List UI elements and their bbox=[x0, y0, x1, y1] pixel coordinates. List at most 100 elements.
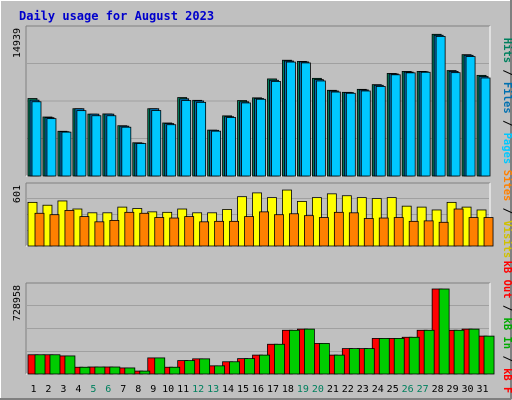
bar-pages-day-26: Pages day 26: 10700 bbox=[405, 72, 416, 177]
legend-separator: / bbox=[501, 63, 512, 82]
x-tick-label: 19 bbox=[297, 384, 309, 395]
bar-sites-day-6: Sites day 6: 270 bbox=[109, 219, 120, 247]
y-max-label: 601 bbox=[12, 185, 23, 203]
x-tick-label: 29 bbox=[447, 384, 459, 395]
bar-kb-in-day-17: kB In day 17: 255000 bbox=[274, 343, 285, 375]
legend-separator: / bbox=[501, 299, 512, 318]
x-tick-label: 3 bbox=[60, 384, 66, 395]
bar-pages-day-16: Pages day 16: 7960 bbox=[256, 98, 266, 177]
bar-pages-day-18: Pages day 18: 11820 bbox=[286, 61, 296, 177]
x-tick-label: 24 bbox=[372, 384, 384, 395]
bar-kb-in-day-5: kB In day 5: 60000 bbox=[94, 366, 106, 375]
bar-kb-in-day-26: kB In day 26: 315000 bbox=[408, 336, 420, 375]
bar-sites-day-1: Sites day 1: 345 bbox=[34, 212, 45, 247]
bar-kb-in-day-9: kB In day 9: 138000 bbox=[154, 357, 166, 375]
x-tick-label: 31 bbox=[476, 384, 488, 395]
x-tick-label: 12 bbox=[192, 384, 204, 395]
bar-pages-day-22: Pages day 22: 8580 bbox=[345, 92, 356, 177]
legend-kbf-kbin-kbout: kB Out / kB In / kB F bbox=[501, 261, 512, 394]
bar-kb-in-day-28: kB In day 28: 728958 bbox=[438, 288, 450, 375]
x-axis-labels: 1 2 3 4 5 6 7 8 9 10 11 12 13 14 15 16 17 18 19 20 21 22 23 24 2… bbox=[30, 384, 488, 395]
x-tick-label: 28 bbox=[432, 384, 444, 395]
x-tick-label: 13 bbox=[207, 384, 219, 395]
bar-sites-day-23: Sites day 23: 290 bbox=[363, 218, 374, 247]
legend-hits-files-pages: Hits / Files / Pages bbox=[501, 38, 512, 164]
bar-kb-in-day-19: kB In day 19: 385000 bbox=[304, 328, 315, 375]
bar-sites-day-29: Sites day 29: 390 bbox=[453, 208, 464, 247]
legend-item: Sites bbox=[501, 170, 512, 202]
bar-sites-day-19: Sites day 19: 320 bbox=[304, 215, 314, 247]
bar-pages-day-12: Pages day 12: 7640 bbox=[196, 101, 207, 177]
bar-pages-day-9: Pages day 9: 6790 bbox=[151, 110, 162, 177]
x-tick-label: 25 bbox=[387, 384, 399, 395]
bar-kb-in-day-29: kB In day 29: 375000 bbox=[453, 329, 465, 375]
bar-pages-day-5: Pages day 5: 6250 bbox=[91, 115, 102, 177]
bar-pages-day-17: Pages day 17: 9810 bbox=[271, 81, 281, 177]
bar-sites-day-26: Sites day 26: 260 bbox=[408, 220, 419, 247]
bar-sites-day-17: Sites day 17: 330 bbox=[274, 214, 284, 247]
x-tick-label: 1 bbox=[30, 384, 36, 395]
bar-sites-day-12: Sites day 12: 255 bbox=[199, 221, 210, 247]
x-tick-label: 2 bbox=[45, 384, 51, 395]
y-max-label: 14939 bbox=[12, 28, 23, 58]
bar-pages-day-24: Pages day 24: 9290 bbox=[375, 86, 386, 177]
bar-pages-day-29: Pages day 29: 10720 bbox=[450, 72, 461, 177]
bar-sites-day-4: Sites day 4: 310 bbox=[79, 216, 90, 247]
x-tick-label: 14 bbox=[222, 384, 234, 395]
bar-kb-in-day-18: kB In day 18: 375000 bbox=[289, 329, 300, 375]
legend-item: Hits bbox=[501, 38, 512, 63]
x-tick-label: 23 bbox=[357, 384, 369, 395]
bar-kb-in-day-6: kB In day 6: 60000 bbox=[109, 366, 121, 375]
bar-sites-day-18: Sites day 18: 340 bbox=[289, 213, 299, 247]
bar-kb-in-day-15: kB In day 15: 132000 bbox=[244, 358, 255, 375]
bar-kb-in-day-24: kB In day 24: 305000 bbox=[378, 338, 390, 375]
x-tick-label: 20 bbox=[312, 384, 324, 395]
bar-pages-day-4: Pages day 4: 6780 bbox=[76, 110, 87, 177]
bar-pages-day-31: Pages day 31: 10170 bbox=[480, 77, 491, 177]
bar-kb-in-day-16: kB In day 16: 162000 bbox=[259, 354, 270, 375]
bar-kb-in-day-12: kB In day 12: 130000 bbox=[199, 358, 211, 375]
bar-sites-day-16: Sites day 16: 360 bbox=[259, 211, 269, 247]
bar-sites-day-30: Sites day 30: 300 bbox=[468, 217, 479, 247]
bar-pages-day-1: Pages day 1: 7700 bbox=[31, 101, 42, 177]
x-tick-label: 22 bbox=[342, 384, 354, 395]
x-tick-label: 27 bbox=[417, 384, 429, 395]
x-tick-label: 9 bbox=[150, 384, 156, 395]
bar-sites-day-25: Sites day 25: 300 bbox=[393, 217, 404, 247]
bar-kb-in-day-22: kB In day 22: 218000 bbox=[348, 348, 360, 375]
bar-sites-day-8: Sites day 8: 345 bbox=[139, 212, 150, 247]
bar-pages-day-25: Pages day 25: 10500 bbox=[390, 74, 401, 177]
x-tick-label: 18 bbox=[282, 384, 294, 395]
x-tick-label: 30 bbox=[462, 384, 474, 395]
bar-pages-day-13: Pages day 13: 4650 bbox=[211, 130, 222, 177]
bar-kb-in-day-10: kB In day 10: 58000 bbox=[169, 366, 181, 375]
x-tick-label: 6 bbox=[105, 384, 111, 395]
x-tick-label: 7 bbox=[120, 384, 126, 395]
legend-item: Files bbox=[501, 82, 512, 114]
bar-kb-in-day-20: kB In day 20: 262000 bbox=[318, 343, 330, 375]
bar-kb-in-day-7: kB In day 7: 52000 bbox=[124, 367, 136, 375]
bar-sites-day-9: Sites day 9: 300 bbox=[154, 217, 165, 247]
bar-pages-day-11: Pages day 11: 7830 bbox=[181, 100, 192, 177]
bar-pages-day-30: Pages day 30: 12390 bbox=[465, 56, 476, 177]
bar-pages-day-3: Pages day 3: 4550 bbox=[61, 131, 72, 177]
legend-separator: / bbox=[501, 349, 512, 368]
bar-sites-day-28: Sites day 28: 250 bbox=[438, 221, 449, 247]
x-tick-label: 5 bbox=[90, 384, 96, 395]
bar-sites-day-3: Sites day 3: 375 bbox=[64, 210, 75, 247]
bar-kb-in-day-13: kB In day 13: 70000 bbox=[214, 365, 226, 375]
legend-item: Visits bbox=[501, 220, 512, 258]
bar-pages-day-27: Pages day 27: 10760 bbox=[420, 71, 431, 177]
chart-title: Daily usage for August 2023 bbox=[19, 9, 214, 23]
bar-pages-day-20: Pages day 20: 9860 bbox=[315, 80, 326, 177]
bar-sites-day-5: Sites day 5: 255 bbox=[94, 221, 105, 247]
x-tick-label: 4 bbox=[75, 384, 81, 395]
x-tick-label: 11 bbox=[177, 384, 189, 395]
bar-pages-day-28: Pages day 28: 14480 bbox=[435, 36, 446, 177]
bar-kb-in-day-23: kB In day 23: 218000 bbox=[363, 348, 375, 375]
